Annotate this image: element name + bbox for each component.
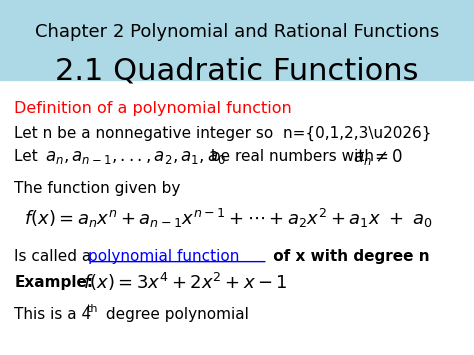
Text: Let n be a nonnegative integer so  n={0,1,2,3\u2026}: Let n be a nonnegative integer so n={0,1… (14, 126, 432, 141)
Text: $f(x) = 3x^4 + 2x^2 + x - 1$: $f(x) = 3x^4 + 2x^2 + x - 1$ (83, 271, 288, 293)
Text: Is called a: Is called a (14, 249, 96, 264)
Text: 2.1 Quadratic Functions: 2.1 Quadratic Functions (55, 56, 419, 86)
Text: Example:: Example: (14, 275, 93, 290)
Text: th: th (87, 304, 98, 314)
Text: Definition of a polynomial function: Definition of a polynomial function (14, 101, 292, 116)
Text: polynomial function: polynomial function (88, 249, 239, 264)
Text: $f(x) = a_n x^n + a_{n-1} x^{n-1} + \cdots + a_2 x^2 + a_1 x \ + \ a_0$: $f(x) = a_n x^n + a_{n-1} x^{n-1} + \cdo… (24, 207, 433, 230)
Text: degree polynomial: degree polynomial (101, 307, 249, 322)
Text: This is a 4: This is a 4 (14, 307, 91, 322)
Text: Let: Let (14, 149, 43, 164)
Text: Chapter 2 Polynomial and Rational Functions: Chapter 2 Polynomial and Rational Functi… (35, 23, 439, 41)
Text: $a_n, a_{n-1},...,a_2,a_1,a_0$: $a_n, a_{n-1},...,a_2,a_1,a_0$ (45, 148, 226, 166)
Text: be real numbers with: be real numbers with (206, 149, 379, 164)
Text: The function given by: The function given by (14, 181, 181, 196)
FancyBboxPatch shape (0, 0, 474, 80)
Text: $a_n \neq 0$: $a_n \neq 0$ (353, 147, 403, 167)
Text: of x with degree n: of x with degree n (268, 249, 429, 264)
